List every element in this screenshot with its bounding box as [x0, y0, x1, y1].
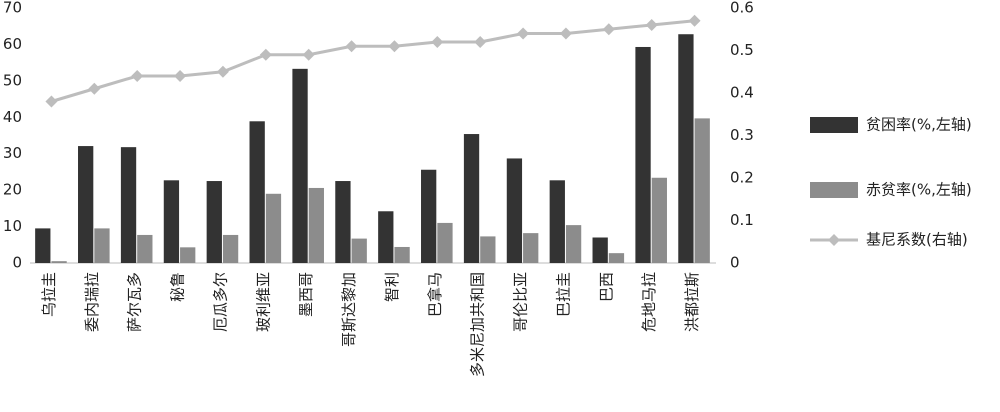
line-marker — [688, 14, 701, 27]
bar — [222, 234, 239, 263]
bar — [120, 147, 137, 263]
bar — [78, 146, 94, 263]
line-marker — [388, 40, 401, 53]
bar — [592, 237, 608, 263]
bar — [506, 158, 523, 263]
bar — [94, 228, 110, 263]
y-tick-label: 0 — [12, 254, 22, 272]
y2-tick-label: 0.4 — [730, 84, 754, 102]
bar — [137, 234, 153, 263]
y-tick-label: 10 — [3, 217, 22, 235]
bar — [421, 169, 437, 263]
bar — [51, 261, 67, 263]
y-tick-label: 40 — [3, 108, 22, 126]
line-marker — [517, 27, 530, 40]
legend-label: 贫困率(%,左轴) — [866, 116, 972, 134]
x-tick-label: 乌拉圭 — [40, 272, 58, 317]
y-tick-label: 70 — [3, 0, 22, 17]
x-tick-label: 墨西哥 — [297, 272, 315, 317]
x-tick-label: 巴西 — [597, 272, 615, 302]
line-marker — [131, 70, 144, 82]
bar — [35, 228, 51, 263]
line-marker — [474, 36, 487, 48]
x-tick-label: 智利 — [383, 272, 401, 302]
line-marker — [216, 65, 229, 78]
y2-tick-label: 0.5 — [730, 41, 754, 59]
bar — [206, 181, 222, 263]
line-marker — [431, 36, 444, 48]
bar — [378, 211, 394, 263]
x-tick-label: 秘鲁 — [169, 272, 187, 302]
y2-tick-label: 0.3 — [730, 126, 754, 144]
bar — [437, 222, 453, 263]
legend-label: 基尼系数(右轴) — [866, 231, 968, 249]
bar — [523, 233, 539, 263]
x-tick-label: 洪都拉斯 — [683, 272, 701, 332]
x-tick-label: 巴拉圭 — [554, 272, 572, 317]
x-tick-label: 哥斯达黎加 — [340, 272, 358, 347]
bar — [180, 247, 196, 263]
line-marker — [88, 82, 101, 95]
y-tick-label: 60 — [3, 35, 22, 53]
bar — [480, 236, 496, 263]
y2-tick-label: 0.1 — [730, 211, 754, 229]
x-tick-label: 哥伦比亚 — [512, 272, 530, 332]
line-marker — [602, 23, 615, 36]
line-marker — [174, 70, 187, 82]
x-tick-label: 多米尼加共和国 — [469, 272, 487, 377]
x-tick-label: 萨尔瓦多 — [126, 272, 144, 332]
x-tick-label: 委内瑞拉 — [83, 272, 101, 332]
legend-swatch — [810, 117, 858, 133]
bar — [463, 134, 480, 263]
y2-tick-label: 0.6 — [730, 0, 754, 17]
bar — [549, 180, 565, 263]
line-marker — [645, 19, 658, 31]
line-marker — [345, 40, 358, 53]
y-tick-label: 20 — [3, 181, 22, 199]
bar — [249, 121, 265, 264]
line-marker — [45, 95, 58, 108]
legend-marker — [828, 234, 840, 246]
y-tick-label: 30 — [3, 144, 22, 162]
bar — [608, 253, 625, 263]
legend-swatch — [810, 182, 858, 198]
line — [51, 19, 695, 103]
x-tick-label: 巴拿马 — [426, 272, 444, 317]
x-tick-label: 厄瓜多尔 — [211, 272, 229, 332]
bar — [565, 225, 582, 263]
y2-tick-label: 0.2 — [730, 169, 754, 187]
bar — [351, 238, 367, 263]
bar — [292, 68, 308, 263]
bar — [694, 118, 710, 263]
bar — [265, 193, 282, 263]
line-marker — [259, 48, 272, 61]
y2-tick-label: 0 — [730, 254, 740, 272]
line-marker — [559, 27, 572, 40]
line-marker — [302, 48, 315, 61]
x-tick-label: 玻利维亚 — [254, 272, 272, 332]
y-tick-label: 50 — [3, 71, 22, 89]
bar — [678, 34, 694, 263]
bar — [651, 177, 667, 263]
bar — [335, 181, 351, 263]
bar — [308, 187, 324, 263]
legend-label: 赤贫率(%,左轴) — [866, 181, 972, 199]
bar — [163, 180, 180, 263]
bar — [635, 46, 651, 263]
bar — [394, 246, 410, 263]
x-tick-label: 危地马拉 — [640, 272, 658, 332]
